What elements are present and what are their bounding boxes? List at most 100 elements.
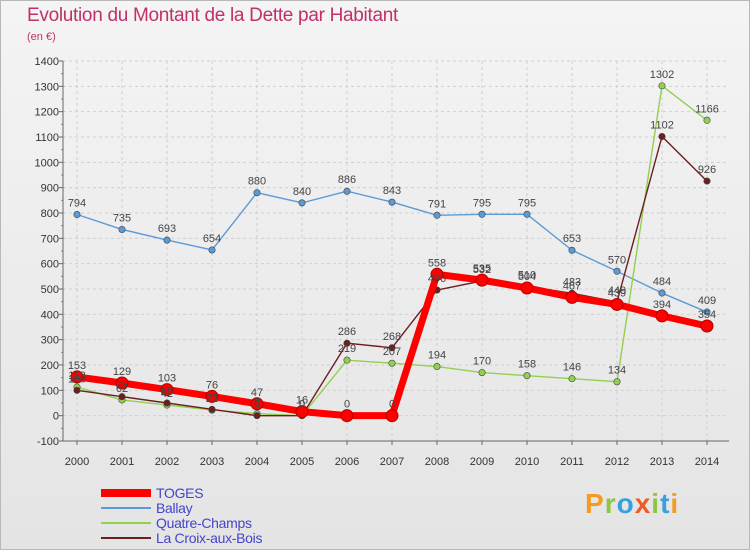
x-tick-label: 2013 [650, 456, 674, 468]
data-label-quatre-champs: 146 [563, 362, 581, 374]
chart-unit: (en €) [27, 31, 56, 43]
y-tick-label: 900 [41, 183, 59, 195]
data-point-la-croix-aux-bois [118, 393, 126, 401]
data-label-la-croix-aux-bois: 0 [254, 399, 260, 411]
y-tick-label: 1300 [35, 81, 59, 93]
data-label-toges: 47 [251, 387, 263, 399]
data-point-toges [340, 409, 354, 423]
data-label-toges: 16 [296, 395, 308, 407]
legend-label-quatre-champs: Quatre-Champs [156, 514, 252, 531]
data-point-ballay [703, 308, 711, 316]
legend-item-ballay: Ballay [101, 500, 262, 515]
data-label-ballay: 653 [563, 233, 581, 245]
data-label-la-croix-aux-bois: 449 [608, 285, 626, 297]
legend-swatch-quatre-champs [101, 521, 151, 524]
data-label-ballay: 795 [518, 197, 536, 209]
data-point-quatre-champs [478, 369, 486, 377]
data-point-quatre-champs [703, 116, 711, 124]
data-label-quatre-champs: 219 [338, 343, 356, 355]
data-label-toges: 153 [68, 360, 86, 372]
data-point-la-croix-aux-bois [73, 386, 81, 394]
x-tick-label: 2002 [155, 456, 179, 468]
legend-label-ballay: Ballay [156, 499, 193, 516]
data-point-toges [700, 319, 714, 333]
legend: TOGES Ballay Quatre-Champs La Croix-aux-… [101, 485, 262, 545]
data-label-quatre-champs: 62 [116, 383, 128, 395]
data-point-ballay [523, 210, 531, 218]
data-label-ballay: 791 [428, 198, 446, 210]
data-label-toges: 0 [389, 399, 395, 411]
data-label-toges: 76 [206, 379, 218, 391]
y-tick-label: 800 [41, 208, 59, 220]
data-label-ballay: 880 [248, 176, 266, 188]
y-tick-label: 700 [41, 233, 59, 245]
x-tick-label: 2012 [605, 456, 629, 468]
data-label-toges: 535 [473, 263, 491, 275]
data-label-la-croix-aux-bois: 25 [206, 392, 218, 404]
y-tick-label: 1100 [35, 132, 59, 144]
data-point-toges [655, 309, 669, 323]
x-tick-label: 2009 [470, 456, 494, 468]
data-point-toges [430, 267, 444, 281]
data-point-la-croix-aux-bois [658, 132, 666, 140]
data-point-ballay [568, 246, 576, 254]
data-point-quatre-champs [613, 378, 621, 386]
legend-swatch-croix-aux-bois [101, 536, 151, 539]
data-label-toges: 467 [563, 280, 581, 292]
data-point-toges [160, 383, 174, 397]
data-label-toges: 394 [653, 299, 671, 311]
data-label-toges: 439 [608, 287, 626, 299]
data-point-toges [70, 370, 84, 384]
data-label-ballay: 409 [698, 295, 716, 307]
data-point-la-croix-aux-bois [388, 344, 396, 352]
x-tick-label: 2005 [290, 456, 314, 468]
legend-label-toges: TOGES [156, 484, 204, 501]
data-point-toges [205, 389, 219, 403]
legend-item-croix-aux-bois: La Croix-aux-Bois [101, 530, 262, 545]
data-point-la-croix-aux-bois [253, 412, 261, 420]
data-label-toges: 129 [113, 366, 131, 378]
data-label-la-croix-aux-bois: 268 [383, 331, 401, 343]
data-label-toges: 0 [344, 399, 350, 411]
data-label-quatre-champs: 8 [254, 397, 260, 409]
data-label-ballay: 735 [113, 212, 131, 224]
y-tick-label: 1200 [35, 107, 59, 119]
data-point-ballay [343, 187, 351, 195]
data-point-la-croix-aux-bois [163, 399, 171, 407]
data-label-la-croix-aux-bois: 0 [299, 399, 305, 411]
data-point-toges [520, 281, 534, 295]
data-label-la-croix-aux-bois: 483 [563, 276, 581, 288]
data-point-ballay [388, 198, 396, 206]
y-tick-label: 0 [53, 411, 59, 423]
data-point-toges [250, 397, 264, 411]
data-point-ballay [73, 211, 81, 219]
data-label-ballay: 654 [203, 233, 221, 245]
x-tick-label: 2003 [200, 456, 224, 468]
data-label-ballay: 840 [293, 186, 311, 198]
data-label-quatre-champs: 1166 [695, 103, 719, 115]
y-tick-label: 600 [41, 259, 59, 271]
data-label-ballay: 693 [158, 223, 176, 235]
data-label-quatre-champs: 113 [68, 370, 86, 382]
data-point-ballay [118, 225, 126, 233]
data-point-toges [475, 273, 489, 287]
data-label-quatre-champs: 42 [161, 388, 173, 400]
x-tick-label: 2007 [380, 456, 404, 468]
data-point-toges [295, 405, 309, 419]
data-label-la-croix-aux-bois: 510 [518, 269, 536, 281]
data-point-ballay [613, 267, 621, 275]
y-tick-label: -100 [37, 436, 59, 448]
data-label-la-croix-aux-bois: 496 [428, 273, 446, 285]
data-label-toges: 354 [698, 309, 716, 321]
data-label-ballay: 794 [68, 198, 86, 210]
data-label-quatre-champs: 22 [206, 393, 218, 405]
data-point-ballay [433, 211, 441, 219]
data-point-toges [385, 409, 399, 423]
data-label-ballay: 843 [383, 185, 401, 197]
data-label-la-croix-aux-bois: 100 [68, 373, 86, 385]
x-tick-label: 2006 [335, 456, 359, 468]
data-label-ballay: 795 [473, 197, 491, 209]
y-tick-label: 300 [41, 335, 59, 347]
data-label-quatre-champs: 1302 [650, 69, 674, 81]
